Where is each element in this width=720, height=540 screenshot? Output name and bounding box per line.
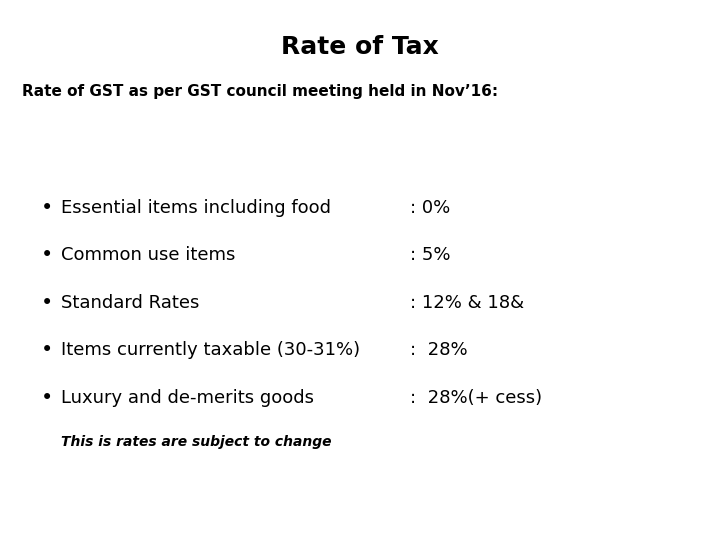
Text: •: • [40, 340, 53, 361]
Text: •: • [40, 198, 53, 218]
Text: Rate of Tax: Rate of Tax [281, 35, 439, 59]
Text: : 12% & 18&: : 12% & 18& [410, 294, 525, 312]
Text: •: • [40, 245, 53, 266]
Text: Items currently taxable (30-31%): Items currently taxable (30-31%) [61, 341, 360, 360]
Text: : 0%: : 0% [410, 199, 451, 217]
Text: This is rates are subject to change: This is rates are subject to change [61, 435, 332, 449]
Text: Luxury and de-merits goods: Luxury and de-merits goods [61, 389, 314, 407]
Text: : 5%: : 5% [410, 246, 451, 265]
Text: :  28%: : 28% [410, 341, 468, 360]
Text: •: • [40, 293, 53, 313]
Text: •: • [40, 388, 53, 408]
Text: Standard Rates: Standard Rates [61, 294, 199, 312]
Text: Essential items including food: Essential items including food [61, 199, 331, 217]
Text: :  28%(+ cess): : 28%(+ cess) [410, 389, 543, 407]
Text: Rate of GST as per GST council meeting held in Nov’16:: Rate of GST as per GST council meeting h… [22, 84, 498, 99]
Text: Common use items: Common use items [61, 246, 235, 265]
